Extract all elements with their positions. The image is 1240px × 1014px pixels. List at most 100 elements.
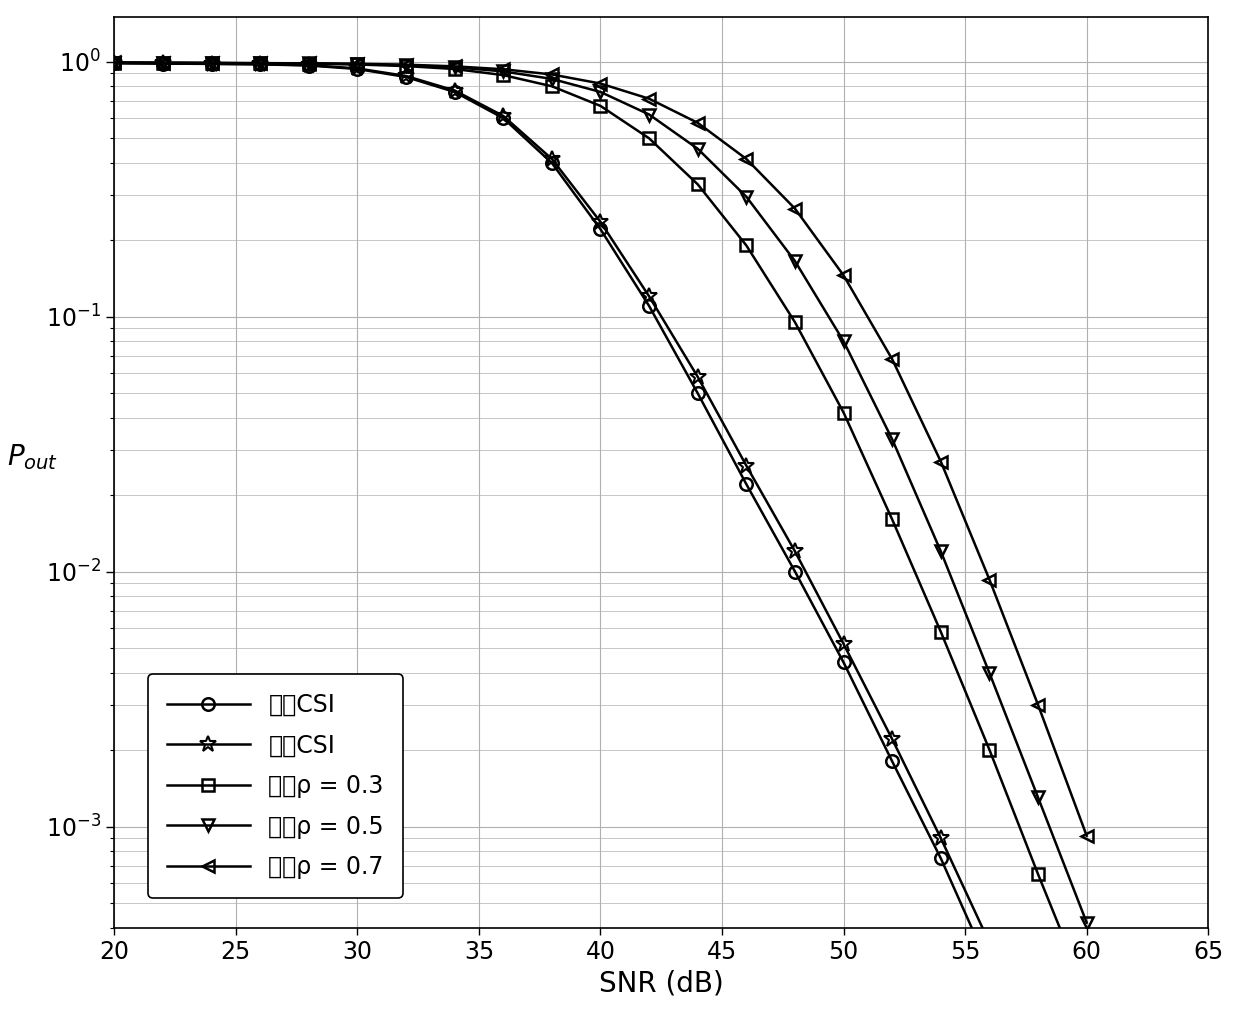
固定ρ = 0.5 — [253, 57, 268, 69]
部分CSI — [836, 638, 851, 650]
完整CSI — [593, 223, 608, 235]
完整CSI — [155, 58, 170, 70]
Line: 固定ρ = 0.7: 固定ρ = 0.7 — [108, 56, 1092, 842]
固定ρ = 0.7 — [836, 270, 851, 282]
固定ρ = 0.7 — [496, 63, 511, 75]
固定ρ = 0.7 — [107, 57, 122, 69]
固定ρ = 0.5 — [544, 73, 559, 85]
固定ρ = 0.5 — [593, 86, 608, 98]
固定ρ = 0.7 — [885, 353, 900, 365]
固定ρ = 0.5 — [691, 143, 706, 155]
完整CSI — [496, 113, 511, 125]
固定ρ = 0.5 — [1030, 791, 1045, 803]
部分CSI — [253, 58, 268, 70]
Line: 完整CSI: 完整CSI — [108, 57, 1092, 1014]
固定ρ = 0.7 — [1079, 829, 1094, 842]
固定ρ = 0.3 — [1079, 988, 1094, 1000]
部分CSI — [496, 110, 511, 122]
固定ρ = 0.5 — [107, 57, 122, 69]
固定ρ = 0.3 — [934, 626, 949, 638]
Line: 部分CSI: 部分CSI — [105, 55, 1095, 1014]
固定ρ = 0.5 — [934, 546, 949, 558]
完整CSI — [398, 71, 413, 83]
部分CSI — [448, 84, 463, 96]
固定ρ = 0.3 — [350, 59, 365, 71]
固定ρ = 0.5 — [155, 57, 170, 69]
完整CSI — [739, 479, 754, 491]
完整CSI — [836, 656, 851, 668]
完整CSI — [448, 86, 463, 98]
固定ρ = 0.7 — [301, 57, 316, 69]
X-axis label: SNR (dB): SNR (dB) — [599, 969, 724, 998]
完整CSI — [107, 57, 122, 69]
部分CSI — [739, 459, 754, 472]
固定ρ = 0.3 — [544, 80, 559, 92]
固定ρ = 0.7 — [787, 203, 802, 215]
完整CSI — [982, 961, 997, 973]
固定ρ = 0.3 — [836, 407, 851, 419]
固定ρ = 0.7 — [739, 153, 754, 165]
固定ρ = 0.7 — [934, 455, 949, 467]
固定ρ = 0.5 — [350, 58, 365, 70]
部分CSI — [350, 62, 365, 74]
固定ρ = 0.3 — [496, 69, 511, 81]
固定ρ = 0.7 — [1030, 699, 1045, 711]
固定ρ = 0.7 — [155, 57, 170, 69]
固定ρ = 0.3 — [739, 239, 754, 251]
固定ρ = 0.5 — [398, 59, 413, 71]
固定ρ = 0.3 — [885, 513, 900, 525]
固定ρ = 0.7 — [448, 60, 463, 72]
固定ρ = 0.3 — [155, 57, 170, 69]
固定ρ = 0.5 — [739, 191, 754, 203]
固定ρ = 0.5 — [787, 255, 802, 267]
固定ρ = 0.3 — [107, 57, 122, 69]
固定ρ = 0.3 — [593, 99, 608, 112]
完整CSI — [253, 58, 268, 70]
部分CSI — [301, 59, 316, 71]
完整CSI — [934, 853, 949, 865]
Legend: 完整CSI, 部分CSI, 固定ρ = 0.3, 固定ρ = 0.5, 固定ρ = 0.7: 完整CSI, 部分CSI, 固定ρ = 0.3, 固定ρ = 0.5, 固定ρ … — [148, 674, 403, 898]
固定ρ = 0.5 — [836, 336, 851, 348]
Line: 固定ρ = 0.3: 固定ρ = 0.3 — [108, 57, 1092, 1001]
固定ρ = 0.5 — [982, 667, 997, 679]
完整CSI — [641, 300, 656, 312]
部分CSI — [398, 70, 413, 82]
部分CSI — [885, 733, 900, 745]
固定ρ = 0.7 — [253, 57, 268, 69]
部分CSI — [641, 290, 656, 302]
部分CSI — [155, 58, 170, 70]
固定ρ = 0.5 — [496, 65, 511, 77]
部分CSI — [544, 153, 559, 165]
部分CSI — [691, 371, 706, 383]
固定ρ = 0.5 — [205, 57, 219, 69]
部分CSI — [593, 216, 608, 228]
完整CSI — [301, 60, 316, 72]
固定ρ = 0.3 — [1030, 868, 1045, 880]
完整CSI — [544, 157, 559, 169]
固定ρ = 0.3 — [691, 178, 706, 191]
固定ρ = 0.3 — [982, 743, 997, 755]
完整CSI — [691, 387, 706, 400]
固定ρ = 0.3 — [301, 58, 316, 70]
Line: 固定ρ = 0.5: 固定ρ = 0.5 — [108, 57, 1092, 929]
固定ρ = 0.5 — [1079, 917, 1094, 929]
固定ρ = 0.7 — [544, 68, 559, 80]
固定ρ = 0.5 — [641, 108, 656, 121]
部分CSI — [107, 57, 122, 69]
固定ρ = 0.5 — [301, 58, 316, 70]
固定ρ = 0.5 — [448, 61, 463, 73]
固定ρ = 0.3 — [398, 60, 413, 72]
固定ρ = 0.7 — [593, 77, 608, 89]
固定ρ = 0.7 — [350, 58, 365, 70]
部分CSI — [982, 937, 997, 949]
固定ρ = 0.3 — [641, 132, 656, 144]
固定ρ = 0.7 — [982, 574, 997, 586]
完整CSI — [787, 566, 802, 578]
完整CSI — [205, 58, 219, 70]
部分CSI — [787, 546, 802, 558]
固定ρ = 0.3 — [448, 63, 463, 75]
固定ρ = 0.3 — [205, 57, 219, 69]
固定ρ = 0.3 — [253, 57, 268, 69]
部分CSI — [205, 58, 219, 70]
部分CSI — [934, 832, 949, 845]
